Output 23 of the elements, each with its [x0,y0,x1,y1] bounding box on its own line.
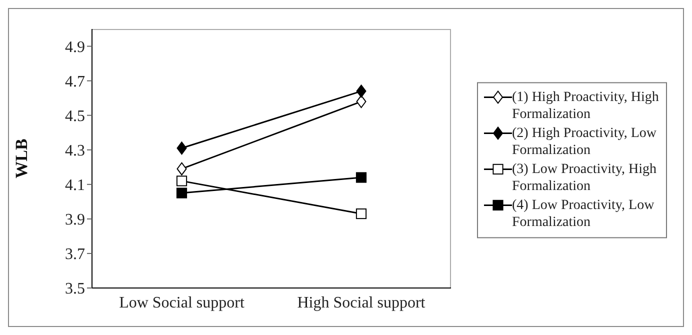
point [176,176,188,186]
y-tick-label: 4.5 [65,108,85,126]
y-axis-title: WLB [12,138,32,178]
point [356,208,367,220]
legend-label: (2) High Proactivity, Low Formalization [512,124,658,159]
y-tick-label: 4.3 [65,142,85,160]
point [176,188,188,198]
y-tick-label: 3.5 [65,280,85,298]
y-tick-label: 4.1 [65,177,85,194]
y-tick-label: 4.9 [65,38,85,56]
point [176,142,187,155]
point [356,172,367,183]
legend-label: (1) High Proactivity, High Formalization [512,88,660,123]
y-tick-label: 3.7 [65,246,85,264]
legend-label: (3) Low Proactivity, High Formalization [512,160,658,195]
point [176,162,187,176]
legend-label: (4) Low Proactivity, Low Formalization [512,196,656,231]
x-tick-label: Low Social support [119,294,245,312]
point [356,95,366,108]
y-tick-label: 3.9 [65,212,85,229]
x-tick-label: High Social support [297,294,426,312]
y-tick-label: 4.7 [65,73,85,90]
point [356,84,366,98]
